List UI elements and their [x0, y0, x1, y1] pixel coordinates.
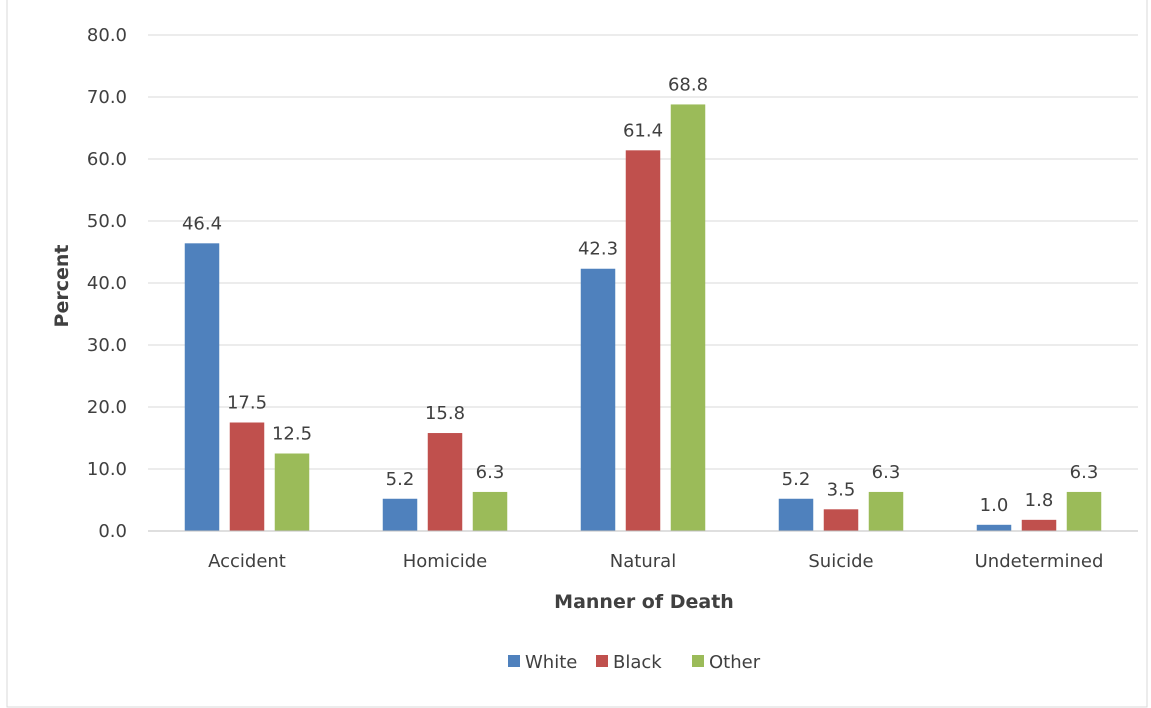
bar-black-homicide — [427, 433, 463, 531]
bar-white-homicide — [382, 498, 418, 531]
data-label: 15.8 — [425, 403, 465, 424]
data-label: 6.3 — [1070, 462, 1099, 483]
y-tick-label: 60.0 — [87, 149, 127, 170]
bar-white-undetermined — [976, 524, 1012, 531]
x-tick-label: Suicide — [808, 551, 873, 572]
bar-white-suicide — [778, 498, 814, 531]
legend-label: Other — [709, 652, 761, 673]
legend-swatch — [508, 655, 520, 667]
bar-white-natural — [580, 268, 616, 531]
data-label: 1.8 — [1025, 490, 1054, 511]
y-tick-label: 10.0 — [87, 459, 127, 480]
bar-other-undetermined — [1066, 491, 1102, 531]
legend-label: White — [525, 652, 577, 673]
data-label: 6.3 — [476, 462, 505, 483]
y-axis-title: Percent — [51, 245, 73, 328]
x-tick-label: Accident — [208, 551, 286, 572]
data-label: 5.2 — [782, 469, 811, 490]
data-label: 46.4 — [182, 213, 222, 234]
y-tick-label: 50.0 — [87, 211, 127, 232]
legend-swatch — [596, 655, 608, 667]
y-tick-label: 0.0 — [98, 521, 127, 542]
bar-other-natural — [670, 104, 706, 531]
x-axis-title: Manner of Death — [554, 591, 734, 613]
bar-black-undetermined — [1021, 519, 1057, 531]
data-label: 61.4 — [623, 120, 663, 141]
bar-other-suicide — [868, 491, 904, 531]
data-label: 5.2 — [386, 469, 415, 490]
bar-black-accident — [229, 422, 265, 531]
data-label: 3.5 — [827, 479, 856, 500]
legend-swatch — [692, 655, 704, 667]
bar-black-natural — [625, 150, 661, 531]
bar-white-accident — [184, 243, 220, 531]
data-label: 68.8 — [668, 74, 708, 95]
y-tick-label: 80.0 — [87, 25, 127, 46]
y-tick-label: 70.0 — [87, 87, 127, 108]
axes: 0.0 10.0 20.0 30.0 40.0 50.0 60.0 70.0 80.0 Accid… — [87, 25, 1138, 572]
x-tick-label: Natural — [610, 551, 676, 572]
data-label: 17.5 — [227, 393, 267, 414]
y-tick-label: 20.0 — [87, 397, 127, 418]
y-tick-label: 30.0 — [87, 335, 127, 356]
bar-black-suicide — [823, 509, 859, 531]
data-label: 1.0 — [980, 495, 1009, 516]
x-tick-label: Homicide — [403, 551, 487, 572]
data-label: 42.3 — [578, 239, 618, 260]
data-label: 12.5 — [272, 424, 312, 445]
legend-item-white: White — [508, 652, 577, 673]
y-tick-label: 40.0 — [87, 273, 127, 294]
legend-item-black: Black — [596, 652, 662, 673]
legend-item-other: Other — [692, 652, 761, 673]
bars — [184, 104, 1102, 531]
bar-other-accident — [274, 453, 310, 531]
bar-other-homicide — [472, 491, 508, 531]
legend-label: Black — [613, 652, 662, 673]
legend: White Black Other — [508, 652, 761, 673]
data-label: 6.3 — [872, 462, 901, 483]
x-tick-label: Undetermined — [975, 551, 1104, 572]
data-labels: 46.4 17.512.5 5.2 15.8 6.3 42.3 61.4 68.8 5.2 3.5… — [182, 74, 1098, 515]
